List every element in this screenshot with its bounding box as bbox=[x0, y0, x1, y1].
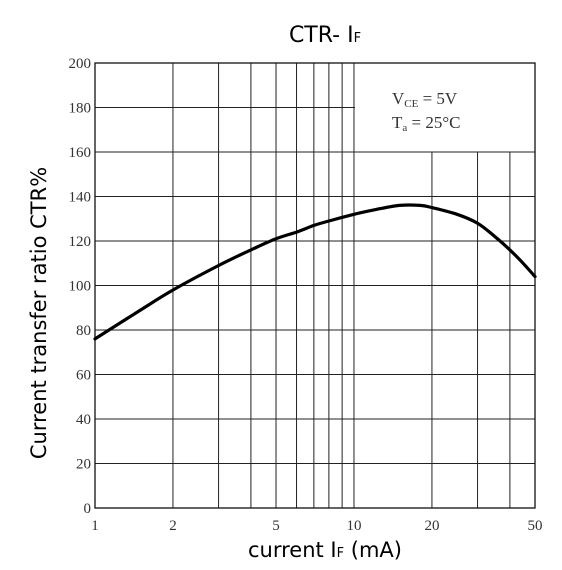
annotation-ta: Ta = 25°C bbox=[392, 113, 461, 134]
y-axis-label: Current transfer ratio CTR% bbox=[27, 167, 51, 459]
chart-title-main: CTR- I bbox=[289, 23, 354, 48]
x-tick-label: 2 bbox=[169, 518, 177, 534]
y-tick-label: 160 bbox=[69, 145, 92, 161]
series-layer bbox=[93, 203, 537, 341]
y-tick-label: 60 bbox=[76, 368, 91, 384]
y-tick-label: 20 bbox=[76, 457, 91, 473]
y-tick-label: 0 bbox=[84, 501, 92, 517]
chart-title-sub: F bbox=[354, 31, 361, 46]
ctr-curve bbox=[93, 203, 537, 341]
x-tick-labels: 1 2 5 10 20 50 bbox=[91, 518, 542, 534]
annotation-vce: VCE = 5V bbox=[392, 89, 458, 110]
x-axis-label: current IF (mA) bbox=[248, 538, 402, 562]
x-tick-label: 20 bbox=[424, 518, 439, 534]
x-tick-label: 5 bbox=[272, 518, 280, 534]
annotation-box bbox=[355, 72, 521, 146]
y-tick-label: 140 bbox=[69, 190, 92, 206]
plot-frame bbox=[94, 62, 536, 509]
grid bbox=[94, 62, 536, 509]
y-tick-label: 100 bbox=[69, 279, 92, 295]
x-tick-label: 10 bbox=[346, 518, 361, 534]
y-tick-label: 80 bbox=[76, 323, 91, 339]
x-tick-label: 50 bbox=[528, 518, 543, 534]
y-tick-label: 180 bbox=[69, 101, 92, 117]
y-tick-label: 120 bbox=[69, 234, 92, 250]
chart-title: CTR- IF bbox=[289, 23, 361, 48]
y-tick-label: 40 bbox=[76, 412, 91, 428]
y-tick-label: 200 bbox=[69, 56, 92, 72]
x-tick-label: 1 bbox=[91, 518, 99, 534]
y-tick-labels: 0 20 40 60 80 100 120 140 160 180 200 bbox=[69, 56, 92, 517]
